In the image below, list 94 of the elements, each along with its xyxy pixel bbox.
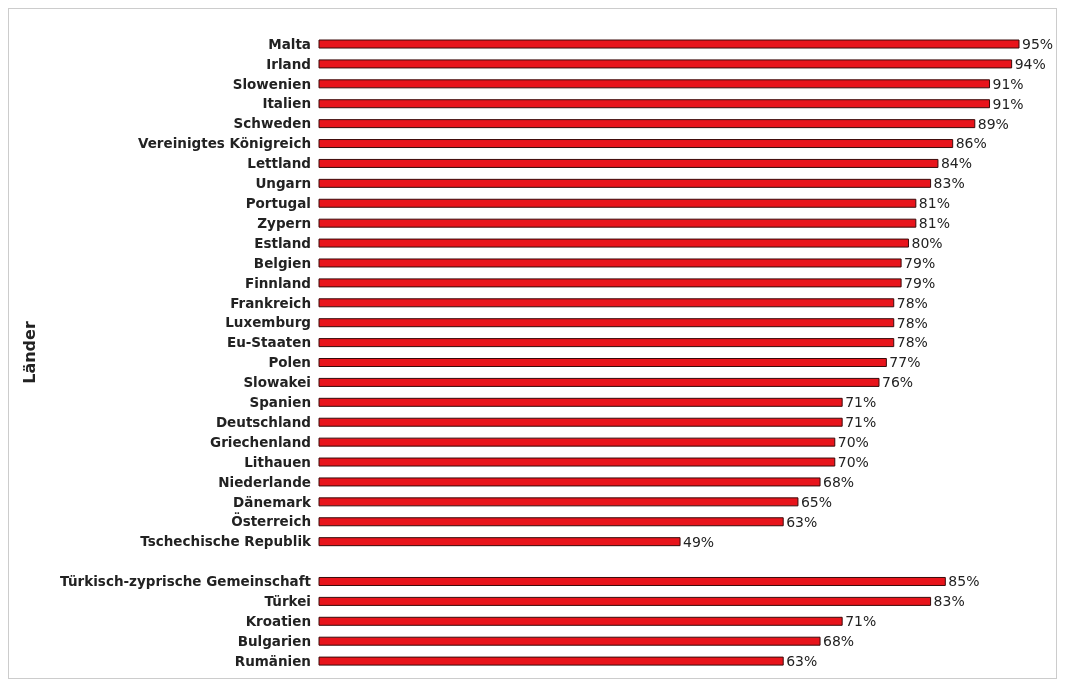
bar [318, 79, 991, 89]
y-tick-label: Lettland [247, 155, 311, 172]
bar [318, 377, 880, 387]
y-tick-label: Malta [268, 35, 311, 52]
data-label: 85% [948, 573, 980, 590]
y-tick-label: Niederlande [218, 473, 311, 490]
bar [318, 218, 917, 228]
y-tick-label: Griechenland [210, 433, 311, 450]
y-tick-label: Eu-Staaten [226, 334, 311, 351]
data-label: 65% [800, 493, 833, 510]
y-tick-label: Spanien [249, 394, 311, 411]
y-tick-label: Ungarn [255, 175, 311, 192]
y-tick-label: Dänemark [233, 493, 313, 510]
data-label: 84% [940, 155, 973, 172]
y-tick-label: Tschechische Republik [140, 533, 313, 550]
y-tick-label: Polen [268, 354, 311, 371]
bar [318, 497, 799, 507]
bar [318, 298, 895, 308]
data-label: 78% [896, 314, 928, 331]
bar [318, 596, 932, 606]
bar [318, 338, 895, 348]
bar [318, 139, 954, 149]
data-label: 79% [904, 274, 936, 291]
bar [318, 616, 843, 626]
data-label: 71% [845, 414, 877, 431]
data-label: 78% [896, 294, 928, 311]
data-label: 70% [837, 434, 869, 451]
y-tick-label: Türkei [264, 593, 311, 610]
y-tick-label: Italien [262, 95, 311, 112]
data-label: 68% [823, 473, 855, 490]
data-label: 71% [845, 613, 877, 630]
data-label: 81% [918, 195, 950, 212]
bar [318, 99, 991, 109]
bar [318, 417, 843, 427]
y-tick-label: Finnland [244, 274, 311, 291]
data-label: 63% [786, 513, 818, 530]
y-tick-label: Zypern [257, 214, 311, 231]
y-axis-title: Länder [19, 321, 39, 384]
data-label: 80% [911, 234, 943, 251]
y-tick-label: Estland [254, 234, 311, 251]
data-label: 91% [992, 75, 1024, 92]
y-tick-label: Belgien [253, 254, 311, 271]
data-label: 83% [933, 593, 965, 610]
y-tick-label: Bulgarien [237, 632, 311, 649]
y-tick-label: Kroatien [245, 613, 311, 630]
bar [318, 59, 1013, 69]
bar [318, 318, 895, 328]
bar [318, 437, 836, 447]
bar [318, 258, 902, 268]
bar [318, 517, 784, 527]
bar [318, 656, 784, 666]
bar [318, 198, 917, 208]
data-label: 68% [823, 633, 855, 650]
data-label: 70% [837, 453, 869, 470]
data-label: 49% [683, 533, 715, 550]
y-tick-label: Irland [266, 55, 311, 72]
bar [318, 278, 902, 288]
y-tick-label: Schweden [233, 115, 311, 132]
y-tick-label: Rumänien [234, 652, 311, 669]
data-label: 86% [955, 135, 987, 152]
bar [318, 178, 932, 188]
data-label: 95% [1022, 35, 1054, 52]
bar [318, 158, 939, 168]
data-label: 78% [896, 334, 928, 351]
y-tick-label: Slowakei [243, 374, 311, 391]
bar [318, 537, 681, 547]
y-tick-label: Vereinigtes Königreich [137, 135, 311, 152]
bar [318, 477, 821, 487]
bar [318, 457, 836, 467]
bar [318, 397, 843, 407]
data-label: 79% [904, 254, 936, 271]
bar [318, 636, 821, 646]
data-label: 76% [882, 374, 914, 391]
bar [318, 238, 909, 248]
y-tick-label: Frankreich [230, 294, 311, 311]
data-label: 83% [933, 175, 965, 192]
data-label: 63% [786, 652, 818, 669]
bar [318, 576, 946, 586]
data-label: 77% [889, 354, 921, 371]
y-tick-label: Lithauen [244, 453, 311, 470]
y-tick-label: Deutschland [215, 413, 311, 430]
y-tick-label: Österreich [231, 512, 311, 530]
y-tick-label: Slowenien [232, 75, 311, 92]
data-label: 91% [992, 95, 1024, 112]
data-label: 81% [918, 215, 950, 232]
data-label: 89% [977, 115, 1009, 132]
data-label: 94% [1014, 55, 1046, 72]
y-tick-label: Türkisch-zyprische Gemeinschaft [60, 573, 312, 590]
bar [318, 358, 887, 367]
y-tick-label: Portugal [245, 195, 311, 211]
data-label: 71% [845, 394, 877, 411]
y-tick-label: Luxemburg [225, 314, 311, 331]
bar [318, 39, 1020, 49]
bar [318, 119, 976, 129]
